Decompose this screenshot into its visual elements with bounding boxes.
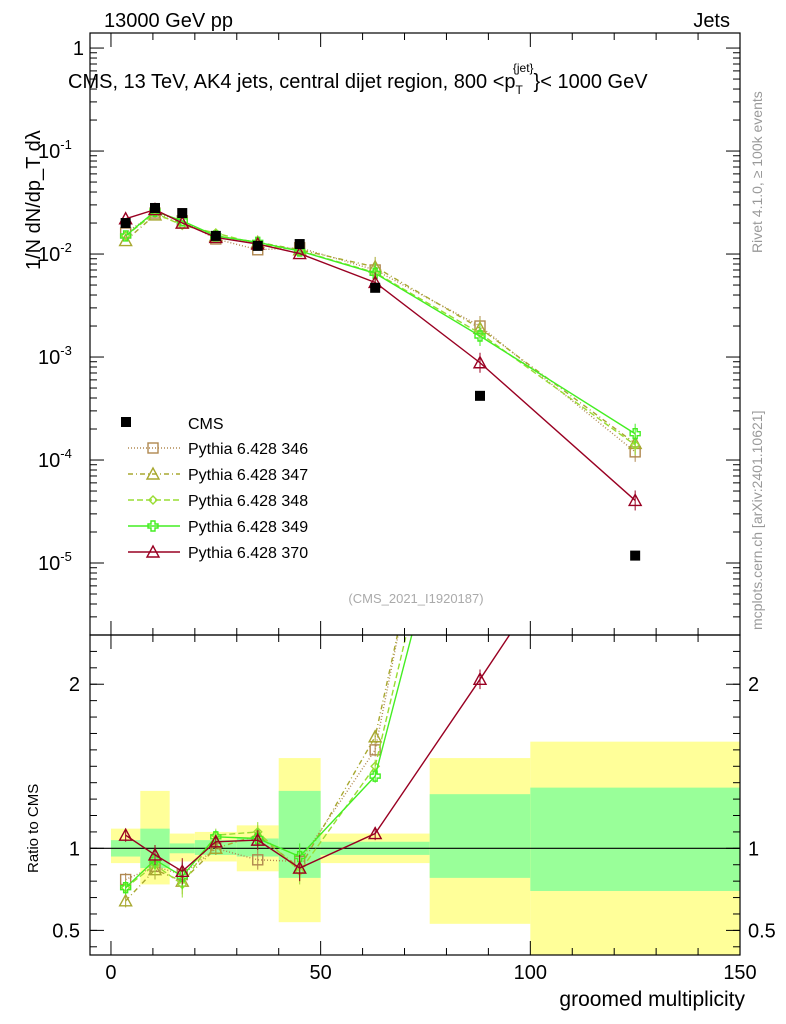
legend-marker-4 <box>145 544 161 558</box>
ratio-0-point-6 <box>369 744 381 756</box>
ratio-1-point-1 <box>147 862 163 876</box>
legend-label-2: Pythia 6.428 348 <box>188 493 308 510</box>
series-4-point-8 <box>627 492 643 507</box>
legend: CMS Pythia 6.428 346 Pythia 6.428 347 Pythi… <box>121 416 308 562</box>
ratio-4-point-4 <box>250 832 265 846</box>
series-2-point-8 <box>630 439 641 450</box>
series-4-point-2 <box>175 215 190 229</box>
series-4-point-5 <box>292 246 307 260</box>
series-line-3 <box>125 210 636 435</box>
cms-point-6 <box>370 282 381 293</box>
legend-label-4: Pythia 6.428 370 <box>188 545 308 562</box>
cms-point-0 <box>120 218 131 229</box>
ratio-0-point-4 <box>252 854 264 866</box>
y-tick-label-0: 1 <box>73 38 84 60</box>
band-green-8 <box>530 787 740 891</box>
ratio-4-point-0 <box>118 827 133 841</box>
x-axis-label: groomed multiplicity <box>559 988 745 1011</box>
cms-point-1 <box>150 202 160 213</box>
y-tick-label-5: 10-5 <box>38 549 72 575</box>
series-1-point-0 <box>118 233 133 247</box>
y-tick-label-4: 10-4 <box>38 446 72 472</box>
legend-cms-label: CMS <box>188 416 224 433</box>
cms-point-7 <box>475 390 485 401</box>
legend-marker-0 <box>147 442 159 454</box>
ratio-4-point-3 <box>208 834 223 848</box>
ratio-3-point-2 <box>176 870 188 882</box>
ratio-frame <box>89 634 741 956</box>
x-tick-label-0: 0 <box>105 962 116 984</box>
cms-point-2 <box>177 208 188 219</box>
rivet-label: Rivet 4.1.0, ≥ 100k events <box>749 91 765 253</box>
y-tick-label-1: 10-1 <box>38 137 72 163</box>
y-tick-label-3: 10-3 <box>38 343 72 369</box>
ratio-tick-label-1: 1 <box>69 838 80 860</box>
legend-marker-2 <box>148 495 158 505</box>
cms-point-3 <box>210 230 221 241</box>
ratio-3-point-6 <box>369 770 381 782</box>
ratio-tick-label-2: 2 <box>69 674 80 696</box>
ratio-3-point-0 <box>119 882 132 894</box>
legend-label-0: Pythia 6.428 346 <box>188 441 308 458</box>
legend-cms-marker <box>121 417 131 427</box>
x-tick-label-2: 100 <box>514 962 547 984</box>
ratio-1-point-3 <box>208 840 223 855</box>
header-left: 13000 GeV pp <box>104 10 233 32</box>
analysis-watermark: (CMS_2021_I1920187) <box>348 591 483 606</box>
cms-point-5 <box>294 239 305 250</box>
ratio-4-point-1 <box>147 847 163 861</box>
ratio-1-point-0 <box>118 893 133 907</box>
axes: 0 50 100 150 1 10-1 10-2 10-3 10-4 10-5 0.5 0.5 1 1 2 2 <box>38 32 776 984</box>
chart-title: CMS, 13 TeV, AK4 jets, central dijet reg… <box>68 61 648 97</box>
ratio-4-point-7 <box>472 671 488 686</box>
y-axis-label-main: 1/N dN/dp_T dλ <box>23 130 45 270</box>
series-line-2 <box>125 212 636 446</box>
series-3-point-6 <box>369 267 381 280</box>
ratio-4-point-2 <box>175 863 190 878</box>
ratio-4-point-6 <box>367 826 383 840</box>
series-3-point-8 <box>629 428 641 440</box>
series-4-point-7 <box>472 355 488 369</box>
series-3-point-7 <box>474 330 486 342</box>
legend-label-1: Pythia 6.428 347 <box>188 467 308 484</box>
y-tick-label-2: 10-2 <box>38 240 72 266</box>
ratio-1-point-6 <box>367 729 383 743</box>
header-right: Jets <box>693 10 730 32</box>
ratio-4-point-5 <box>292 860 307 874</box>
x-tick-label-3: 150 <box>723 962 756 984</box>
legend-marker-1 <box>145 466 161 480</box>
ratio-tick-label-0: 0.5 <box>52 920 80 942</box>
series-3-point-0 <box>119 230 132 242</box>
legend-label-3: Pythia 6.428 349 <box>188 519 308 536</box>
y-axis-label-text: 1/N dN/dp_T dλ <box>23 130 45 270</box>
cms-point-8 <box>630 550 641 561</box>
series-line-1 <box>125 214 636 444</box>
band-green-7 <box>429 794 531 878</box>
cms-point-4 <box>252 240 263 251</box>
ratio-tick-label-right-1: 1 <box>748 838 759 860</box>
ratio-line-1 <box>125 635 399 902</box>
mcplots-label: mcplots.cern.ch [arXiv:2401.10621] <box>749 411 765 630</box>
ratio-3-point-1 <box>149 854 161 866</box>
legend-marker-3 <box>147 520 159 532</box>
main-series <box>118 202 643 561</box>
ratio-tick-label-right-0: 0.5 <box>748 920 776 942</box>
x-tick-label-1: 50 <box>310 962 332 984</box>
ratio-tick-label-right-2: 2 <box>748 674 759 696</box>
ratio-3-point-5 <box>293 850 306 863</box>
ratio-series <box>118 635 511 908</box>
y-axis-label-ratio: Ratio to CMS <box>25 784 42 873</box>
series-line-0 <box>125 212 636 453</box>
